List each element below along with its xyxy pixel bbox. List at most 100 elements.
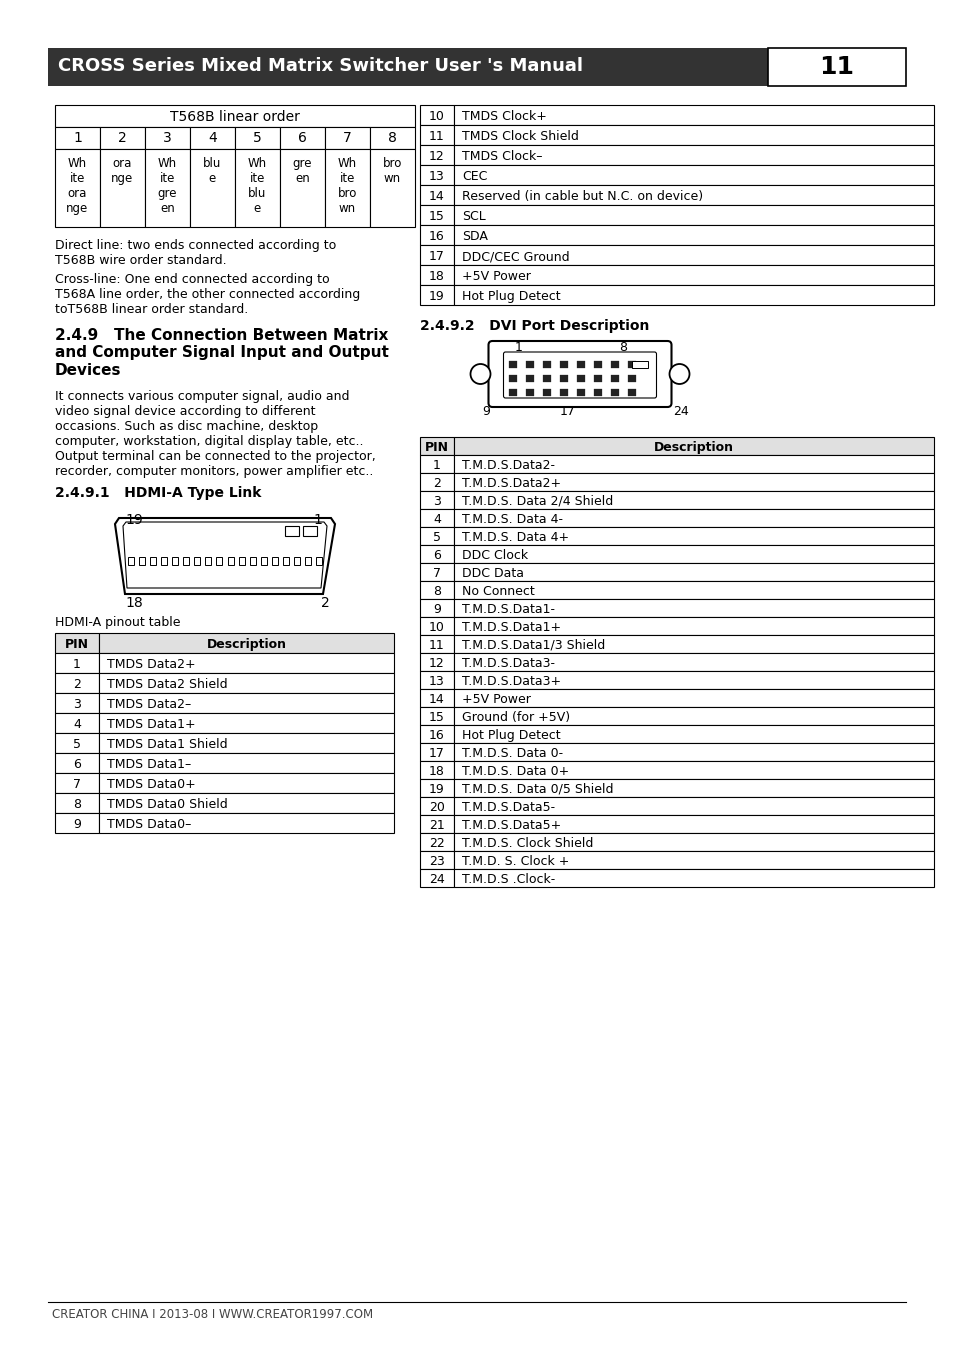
- Bar: [454, 815, 933, 833]
- Text: ora
nge: ora nge: [112, 157, 133, 185]
- Bar: [55, 733, 99, 753]
- Text: 13: 13: [429, 170, 444, 184]
- Bar: [190, 148, 234, 227]
- Text: 17: 17: [429, 747, 444, 760]
- Text: 7: 7: [73, 778, 81, 791]
- Text: TMDS Data2 Shield: TMDS Data2 Shield: [107, 678, 228, 691]
- Bar: [454, 455, 933, 472]
- Bar: [419, 244, 454, 265]
- Bar: [194, 558, 200, 566]
- Bar: [454, 580, 933, 599]
- Bar: [419, 455, 454, 472]
- Circle shape: [669, 364, 689, 383]
- Bar: [419, 437, 454, 455]
- Text: T.M.D.S. Clock Shield: T.M.D.S. Clock Shield: [461, 837, 593, 850]
- Text: 18: 18: [429, 270, 444, 284]
- Text: DDC Data: DDC Data: [461, 567, 523, 580]
- Text: T.M.D.S.Data1/3 Shield: T.M.D.S.Data1/3 Shield: [461, 639, 604, 652]
- Bar: [419, 796, 454, 815]
- Bar: [419, 144, 454, 165]
- Text: 9: 9: [433, 603, 440, 616]
- Text: TMDS Data1–: TMDS Data1–: [107, 757, 191, 771]
- Bar: [543, 389, 551, 396]
- Text: CROSS Series Mixed Matrix Switcher User 's Manual: CROSS Series Mixed Matrix Switcher User …: [58, 57, 582, 76]
- Text: 7: 7: [343, 131, 352, 144]
- Bar: [454, 634, 933, 653]
- Bar: [454, 144, 933, 165]
- Text: 2: 2: [118, 131, 127, 144]
- Text: 17: 17: [559, 405, 576, 418]
- Text: Cross-line: One end connected according to
T568A line order, the other connected: Cross-line: One end connected according …: [55, 273, 360, 316]
- Text: TMDS Data2+: TMDS Data2+: [107, 657, 195, 671]
- Bar: [454, 743, 933, 761]
- Bar: [454, 707, 933, 725]
- Text: 14: 14: [429, 190, 444, 202]
- Bar: [509, 375, 517, 382]
- Bar: [99, 633, 394, 653]
- Text: 10: 10: [429, 621, 444, 634]
- Text: TMDS Clock+: TMDS Clock+: [461, 109, 546, 123]
- Text: T.M.D.S. Data 0/5 Shield: T.M.D.S. Data 0/5 Shield: [461, 783, 613, 796]
- Bar: [560, 375, 568, 382]
- Text: 4: 4: [433, 513, 440, 526]
- Bar: [454, 491, 933, 509]
- Bar: [99, 774, 394, 792]
- Bar: [99, 674, 394, 693]
- Text: TMDS Clock Shield: TMDS Clock Shield: [461, 130, 578, 143]
- Bar: [419, 833, 454, 851]
- Bar: [560, 389, 568, 396]
- Bar: [419, 634, 454, 653]
- Text: T.M.D.S.Data1+: T.M.D.S.Data1+: [461, 621, 560, 634]
- FancyBboxPatch shape: [503, 352, 656, 398]
- Bar: [454, 671, 933, 689]
- Bar: [454, 833, 933, 851]
- Bar: [454, 850, 933, 869]
- Bar: [577, 360, 585, 369]
- Text: Wh
ite
bro
wn: Wh ite bro wn: [337, 157, 356, 215]
- Text: DDC/CEC Ground: DDC/CEC Ground: [461, 250, 569, 263]
- Bar: [55, 633, 99, 653]
- Text: 4: 4: [208, 131, 216, 144]
- Text: 10: 10: [429, 109, 444, 123]
- Text: TMDS Data1+: TMDS Data1+: [107, 718, 195, 730]
- Text: 1: 1: [313, 513, 321, 526]
- Text: 2.4.9.2   DVI Port Description: 2.4.9.2 DVI Port Description: [419, 319, 649, 333]
- Bar: [526, 375, 534, 382]
- Text: 11: 11: [819, 55, 854, 80]
- Circle shape: [470, 364, 490, 383]
- Bar: [294, 558, 299, 566]
- Text: Description: Description: [206, 639, 286, 651]
- Text: It connects various computer signal, audio and
video signal device according to : It connects various computer signal, aud…: [55, 390, 375, 478]
- Bar: [303, 526, 316, 536]
- Bar: [325, 148, 370, 227]
- Text: gre
en: gre en: [293, 157, 312, 185]
- Text: 5: 5: [253, 131, 262, 144]
- Bar: [454, 779, 933, 796]
- Bar: [419, 743, 454, 761]
- Bar: [454, 472, 933, 491]
- Bar: [234, 148, 280, 227]
- Bar: [99, 713, 394, 733]
- Bar: [419, 126, 454, 144]
- Text: 9: 9: [73, 818, 81, 832]
- Text: 12: 12: [429, 150, 444, 163]
- Bar: [454, 165, 933, 185]
- Bar: [543, 360, 551, 369]
- Bar: [419, 205, 454, 225]
- Bar: [280, 127, 325, 148]
- Text: 24: 24: [673, 405, 688, 418]
- Text: Wh
ite
blu
e: Wh ite blu e: [248, 157, 267, 215]
- Text: 1: 1: [433, 459, 440, 472]
- Text: 19: 19: [125, 513, 143, 526]
- Bar: [419, 165, 454, 185]
- Bar: [419, 580, 454, 599]
- Bar: [454, 509, 933, 526]
- Bar: [419, 225, 454, 244]
- Bar: [419, 526, 454, 545]
- Polygon shape: [123, 522, 327, 589]
- Bar: [611, 389, 618, 396]
- Text: TMDS Clock–: TMDS Clock–: [461, 150, 542, 163]
- Bar: [99, 693, 394, 713]
- Text: T.M.D.S.Data1-: T.M.D.S.Data1-: [461, 603, 555, 616]
- Bar: [145, 148, 190, 227]
